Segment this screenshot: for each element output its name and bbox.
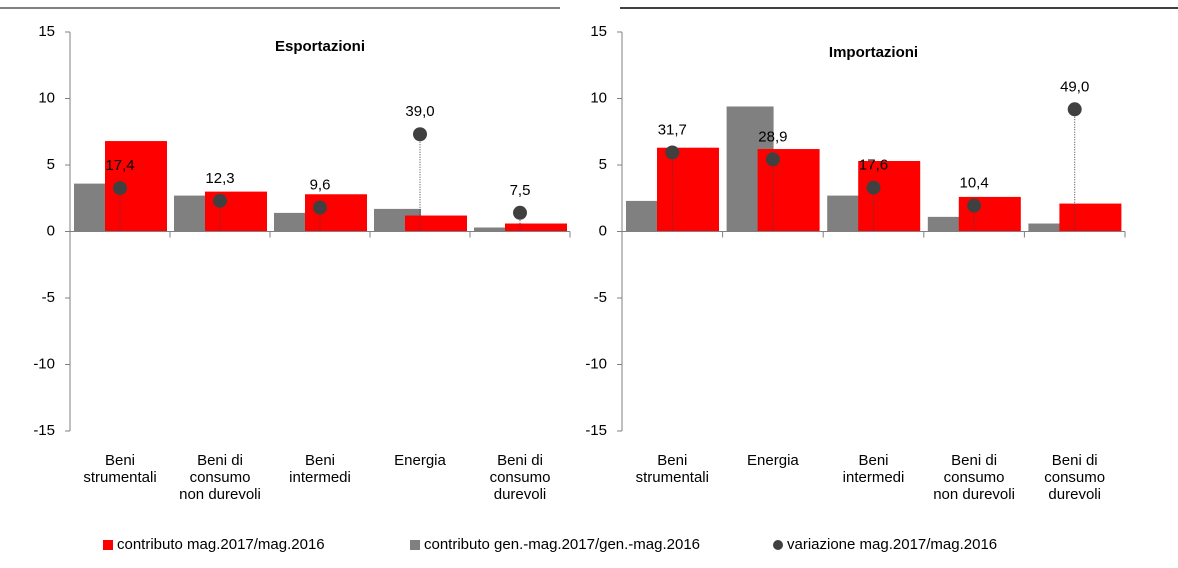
bar	[1028, 223, 1076, 232]
x-tick-label: Energia	[747, 452, 799, 469]
dot	[113, 181, 127, 196]
legend-marker	[103, 540, 113, 550]
y-tick-label: 10	[38, 89, 55, 106]
legend-marker	[773, 540, 783, 550]
x-tick-label: Energia	[394, 452, 446, 469]
bar	[505, 223, 567, 232]
y-tick-label: -15	[33, 422, 55, 439]
x-tick-label: Beni strumentali	[636, 452, 709, 486]
dot	[313, 200, 327, 215]
legend-marker	[410, 540, 420, 550]
data-label: 12,3	[205, 170, 234, 187]
y-tick-label: -15	[585, 422, 607, 439]
dot	[866, 180, 881, 195]
bar	[474, 227, 521, 232]
x-tick-label: Beni di consumo non durevoli	[179, 452, 261, 503]
data-label: 49,0	[1060, 78, 1089, 95]
y-tick-label: 5	[47, 156, 55, 173]
y-tick-label: -5	[594, 289, 607, 306]
bar	[657, 147, 719, 232]
y-tick-label: 15	[38, 23, 55, 40]
x-tick-label: Beni di consumo non durevoli	[933, 452, 1015, 503]
data-label: 17,4	[105, 157, 134, 174]
data-label: 9,6	[310, 177, 331, 194]
y-tick-label: 10	[590, 89, 607, 106]
dot	[213, 193, 227, 208]
x-tick-label: Beni strumentali	[83, 452, 156, 486]
chart-title: Esportazioni	[275, 38, 365, 55]
dot	[967, 198, 982, 213]
data-label: 10,4	[959, 175, 988, 192]
y-tick-label: 0	[47, 222, 55, 239]
y-tick-label: -10	[33, 355, 55, 372]
data-label: 39,0	[405, 103, 434, 120]
legend-label: variazione mag.2017/mag.2016	[787, 536, 997, 553]
bar	[405, 215, 467, 232]
bar	[305, 194, 367, 232]
bar	[1059, 203, 1122, 232]
x-tick-label: Beni di consumo durevoli	[490, 452, 551, 503]
data-label: 31,7	[658, 121, 687, 138]
dot	[413, 127, 427, 142]
y-tick-label: -10	[585, 355, 607, 372]
legend-label: contributo mag.2017/mag.2016	[117, 536, 325, 553]
bar	[858, 161, 921, 232]
data-label: 7,5	[510, 182, 531, 199]
dot	[1067, 102, 1082, 117]
legend-label: contributo gen.-mag.2017/gen.-mag.2016	[424, 536, 700, 553]
x-tick-label: Beni intermedi	[843, 452, 905, 486]
data-label: 28,9	[758, 128, 787, 145]
dot	[765, 152, 780, 167]
x-tick-label: Beni intermedi	[289, 452, 351, 486]
chart-title: Importazioni	[829, 44, 918, 61]
y-tick-label: 5	[599, 156, 607, 173]
dot	[513, 205, 527, 220]
y-tick-label: 0	[599, 222, 607, 239]
x-tick-label: Beni di consumo durevoli	[1044, 452, 1105, 503]
y-tick-label: -5	[42, 289, 55, 306]
data-label: 17,6	[859, 157, 888, 174]
y-tick-label: 15	[590, 23, 607, 40]
dot	[665, 145, 680, 160]
